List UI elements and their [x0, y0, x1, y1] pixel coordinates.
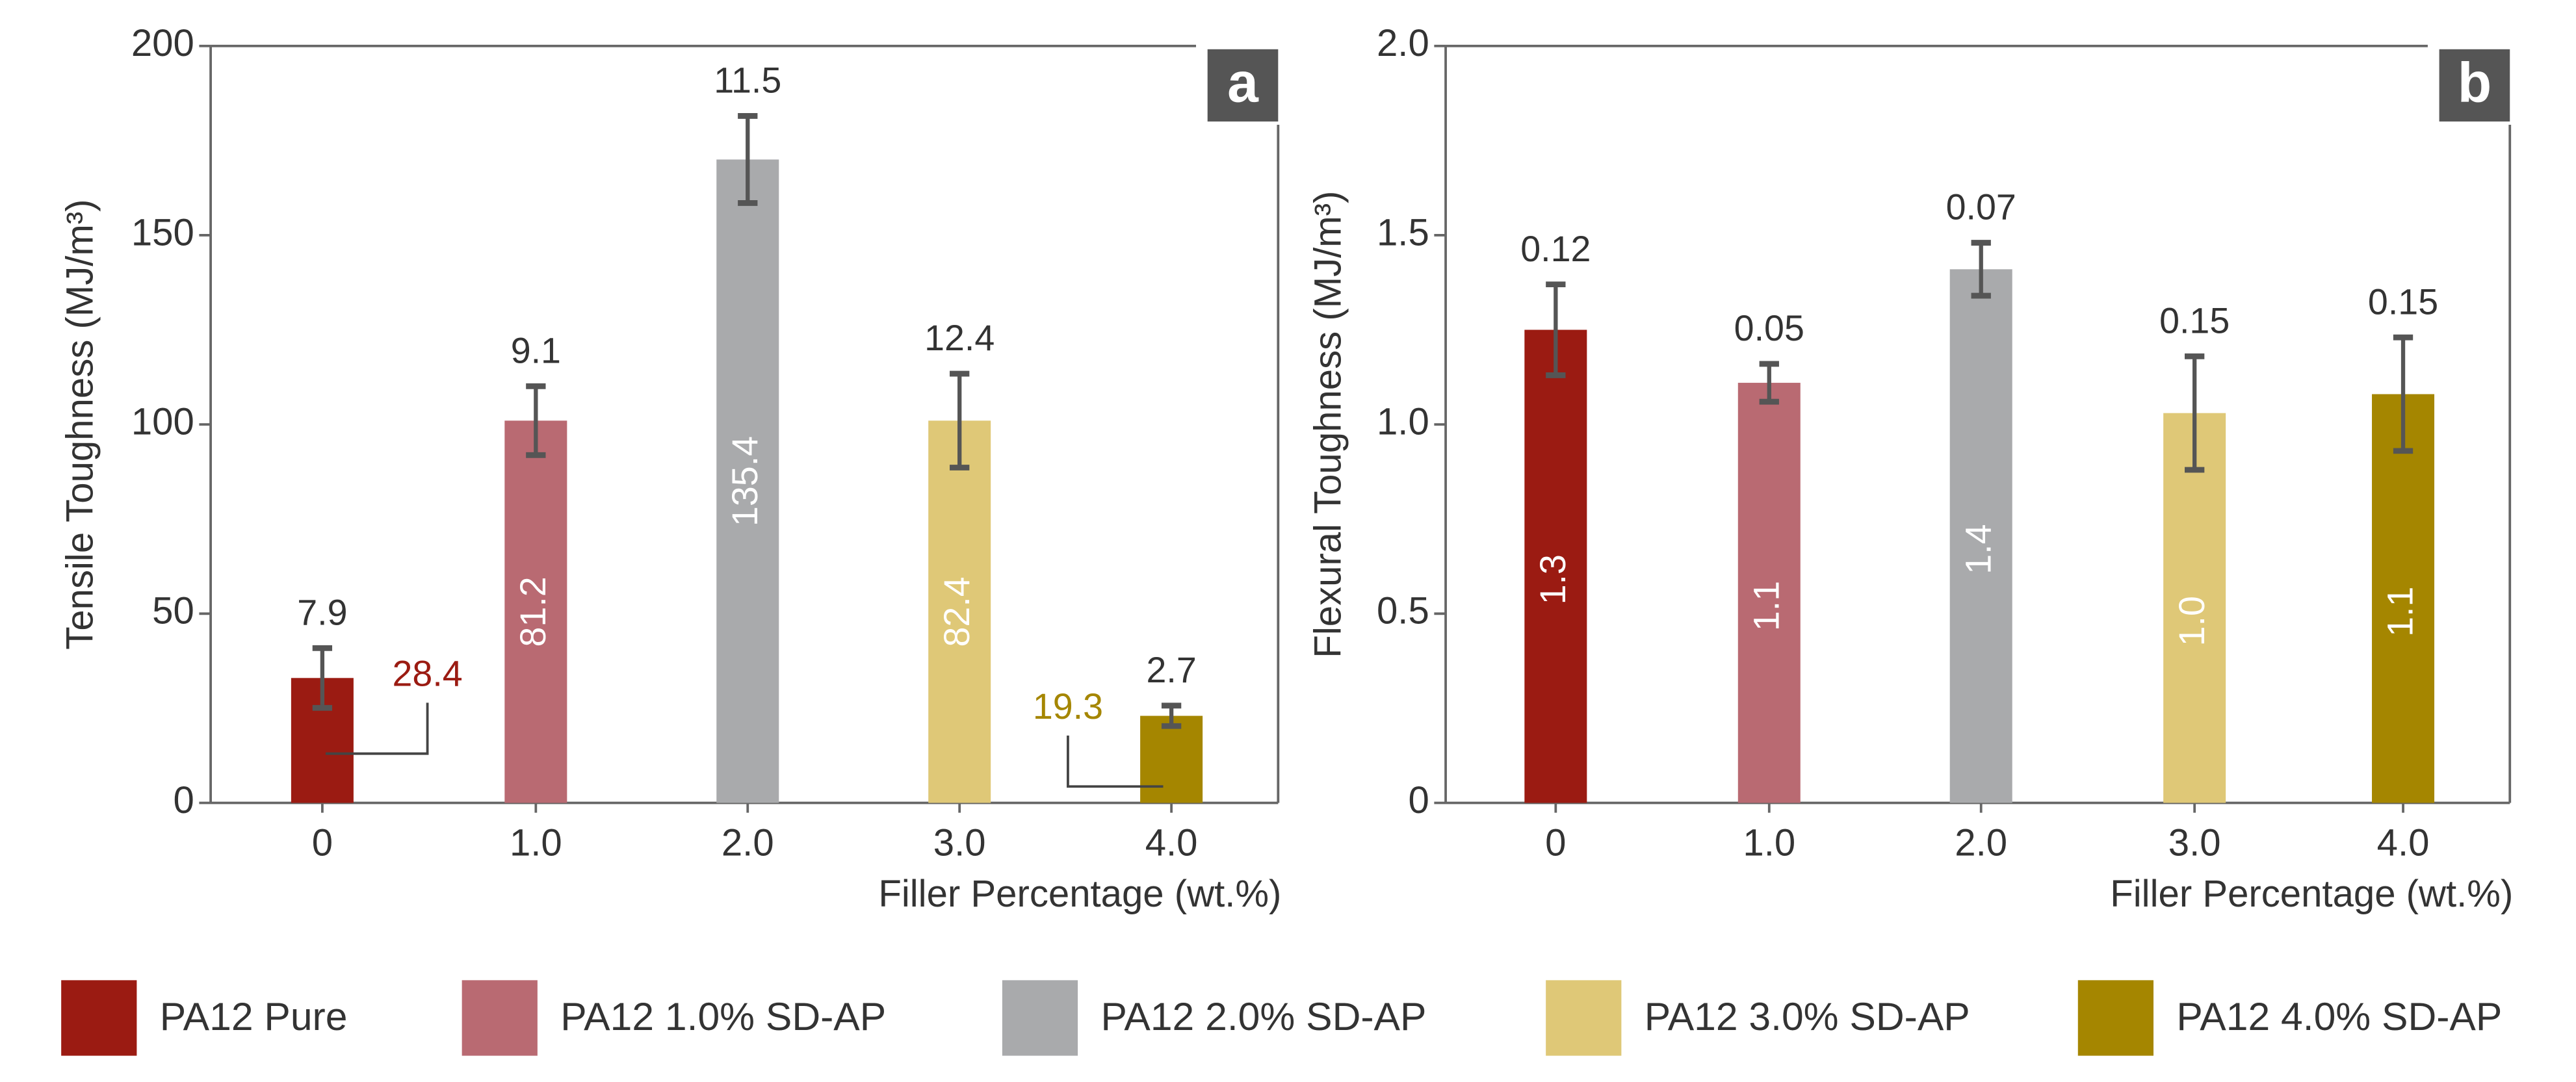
y-tick-label: 1.5 [1377, 211, 1429, 253]
bar [1524, 329, 1587, 803]
y-tick-label: 0 [1408, 779, 1429, 821]
bar [2372, 394, 2435, 803]
legend-label: PA12 4.0% SD-AP [2176, 994, 2502, 1038]
bar-label: 135.4 [725, 436, 765, 526]
bar-label: 82.4 [937, 576, 977, 647]
error-label: 9.1 [511, 330, 561, 370]
y-axis-label: Flexural Toughness (MJ/m³) [1307, 191, 1349, 658]
x-tick-label: 0 [312, 822, 333, 864]
leader-line [325, 702, 429, 755]
error-label: 0.15 [2368, 281, 2438, 322]
x-tick-label: 1.0 [510, 822, 562, 864]
y-tick-label: 0.5 [1377, 590, 1429, 632]
legend-swatch [1546, 980, 1622, 1056]
bar-label: 81.2 [513, 576, 553, 647]
x-tick-label: 0 [1545, 822, 1566, 864]
panel-label: b [2458, 52, 2491, 114]
panel-label: a [1227, 52, 1259, 114]
error-label: 0.12 [1520, 229, 1591, 269]
bar [1140, 715, 1203, 803]
error-label: 12.4 [924, 318, 995, 358]
x-axis-label: Filler Percentage (wt.%) [2110, 873, 2513, 915]
bar [1949, 269, 2012, 803]
bar-annotation: 19.3 [1033, 686, 1103, 727]
panel-label-box [2439, 49, 2510, 122]
legend-label: PA12 Pure [160, 994, 348, 1038]
y-axis-label: Tensile Toughness (MJ/m³) [59, 199, 101, 649]
x-tick-label: 2.0 [1955, 822, 2007, 864]
bar-annotation: 28.4 [392, 654, 462, 694]
legend-swatch [61, 980, 137, 1056]
y-tick-label: 50 [152, 590, 194, 632]
bar [928, 420, 991, 803]
legend-label: PA12 2.0% SD-AP [1100, 994, 1426, 1038]
error-label: 0.15 [2159, 300, 2230, 341]
error-label: 2.7 [1146, 650, 1196, 690]
legend-swatch [462, 980, 538, 1056]
legend-label: PA12 1.0% SD-AP [560, 994, 886, 1038]
x-tick-label: 4.0 [2377, 822, 2430, 864]
bar-label: 1.1 [1746, 581, 1786, 631]
error-label: 7.9 [297, 592, 347, 632]
x-tick-label: 4.0 [1145, 822, 1198, 864]
error-label: 11.5 [714, 60, 781, 101]
y-tick-label: 1.0 [1377, 400, 1429, 443]
y-tick-label: 100 [131, 400, 194, 443]
legend-swatch [2077, 980, 2153, 1056]
legend-swatch [1002, 980, 1078, 1056]
y-tick-label: 150 [131, 211, 194, 253]
x-tick-label: 3.0 [2168, 822, 2221, 864]
y-tick-label: 200 [131, 22, 194, 64]
legend-label: PA12 3.0% SD-AP [1645, 994, 1970, 1038]
bar-label: 1.3 [1533, 554, 1573, 604]
x-tick-label: 1.0 [1743, 822, 1795, 864]
error-label: 0.05 [1734, 308, 1804, 348]
y-tick-label: 2.0 [1377, 22, 1429, 64]
bar [716, 159, 779, 803]
x-axis-label: Filler Percentage (wt.%) [878, 873, 1281, 915]
y-tick-label: 0 [173, 779, 194, 821]
bar [504, 420, 567, 803]
error-label: 0.07 [1946, 187, 2016, 227]
bar-label: 1.0 [2172, 596, 2212, 646]
x-tick-label: 2.0 [722, 822, 774, 864]
bar [1737, 383, 1801, 803]
bar [2163, 413, 2226, 803]
bar-label: 1.1 [2380, 587, 2421, 637]
bar-label: 1.4 [1958, 524, 1998, 574]
x-tick-label: 3.0 [933, 822, 986, 864]
panel-label-box [1207, 49, 1279, 122]
leader-line [1067, 735, 1164, 788]
